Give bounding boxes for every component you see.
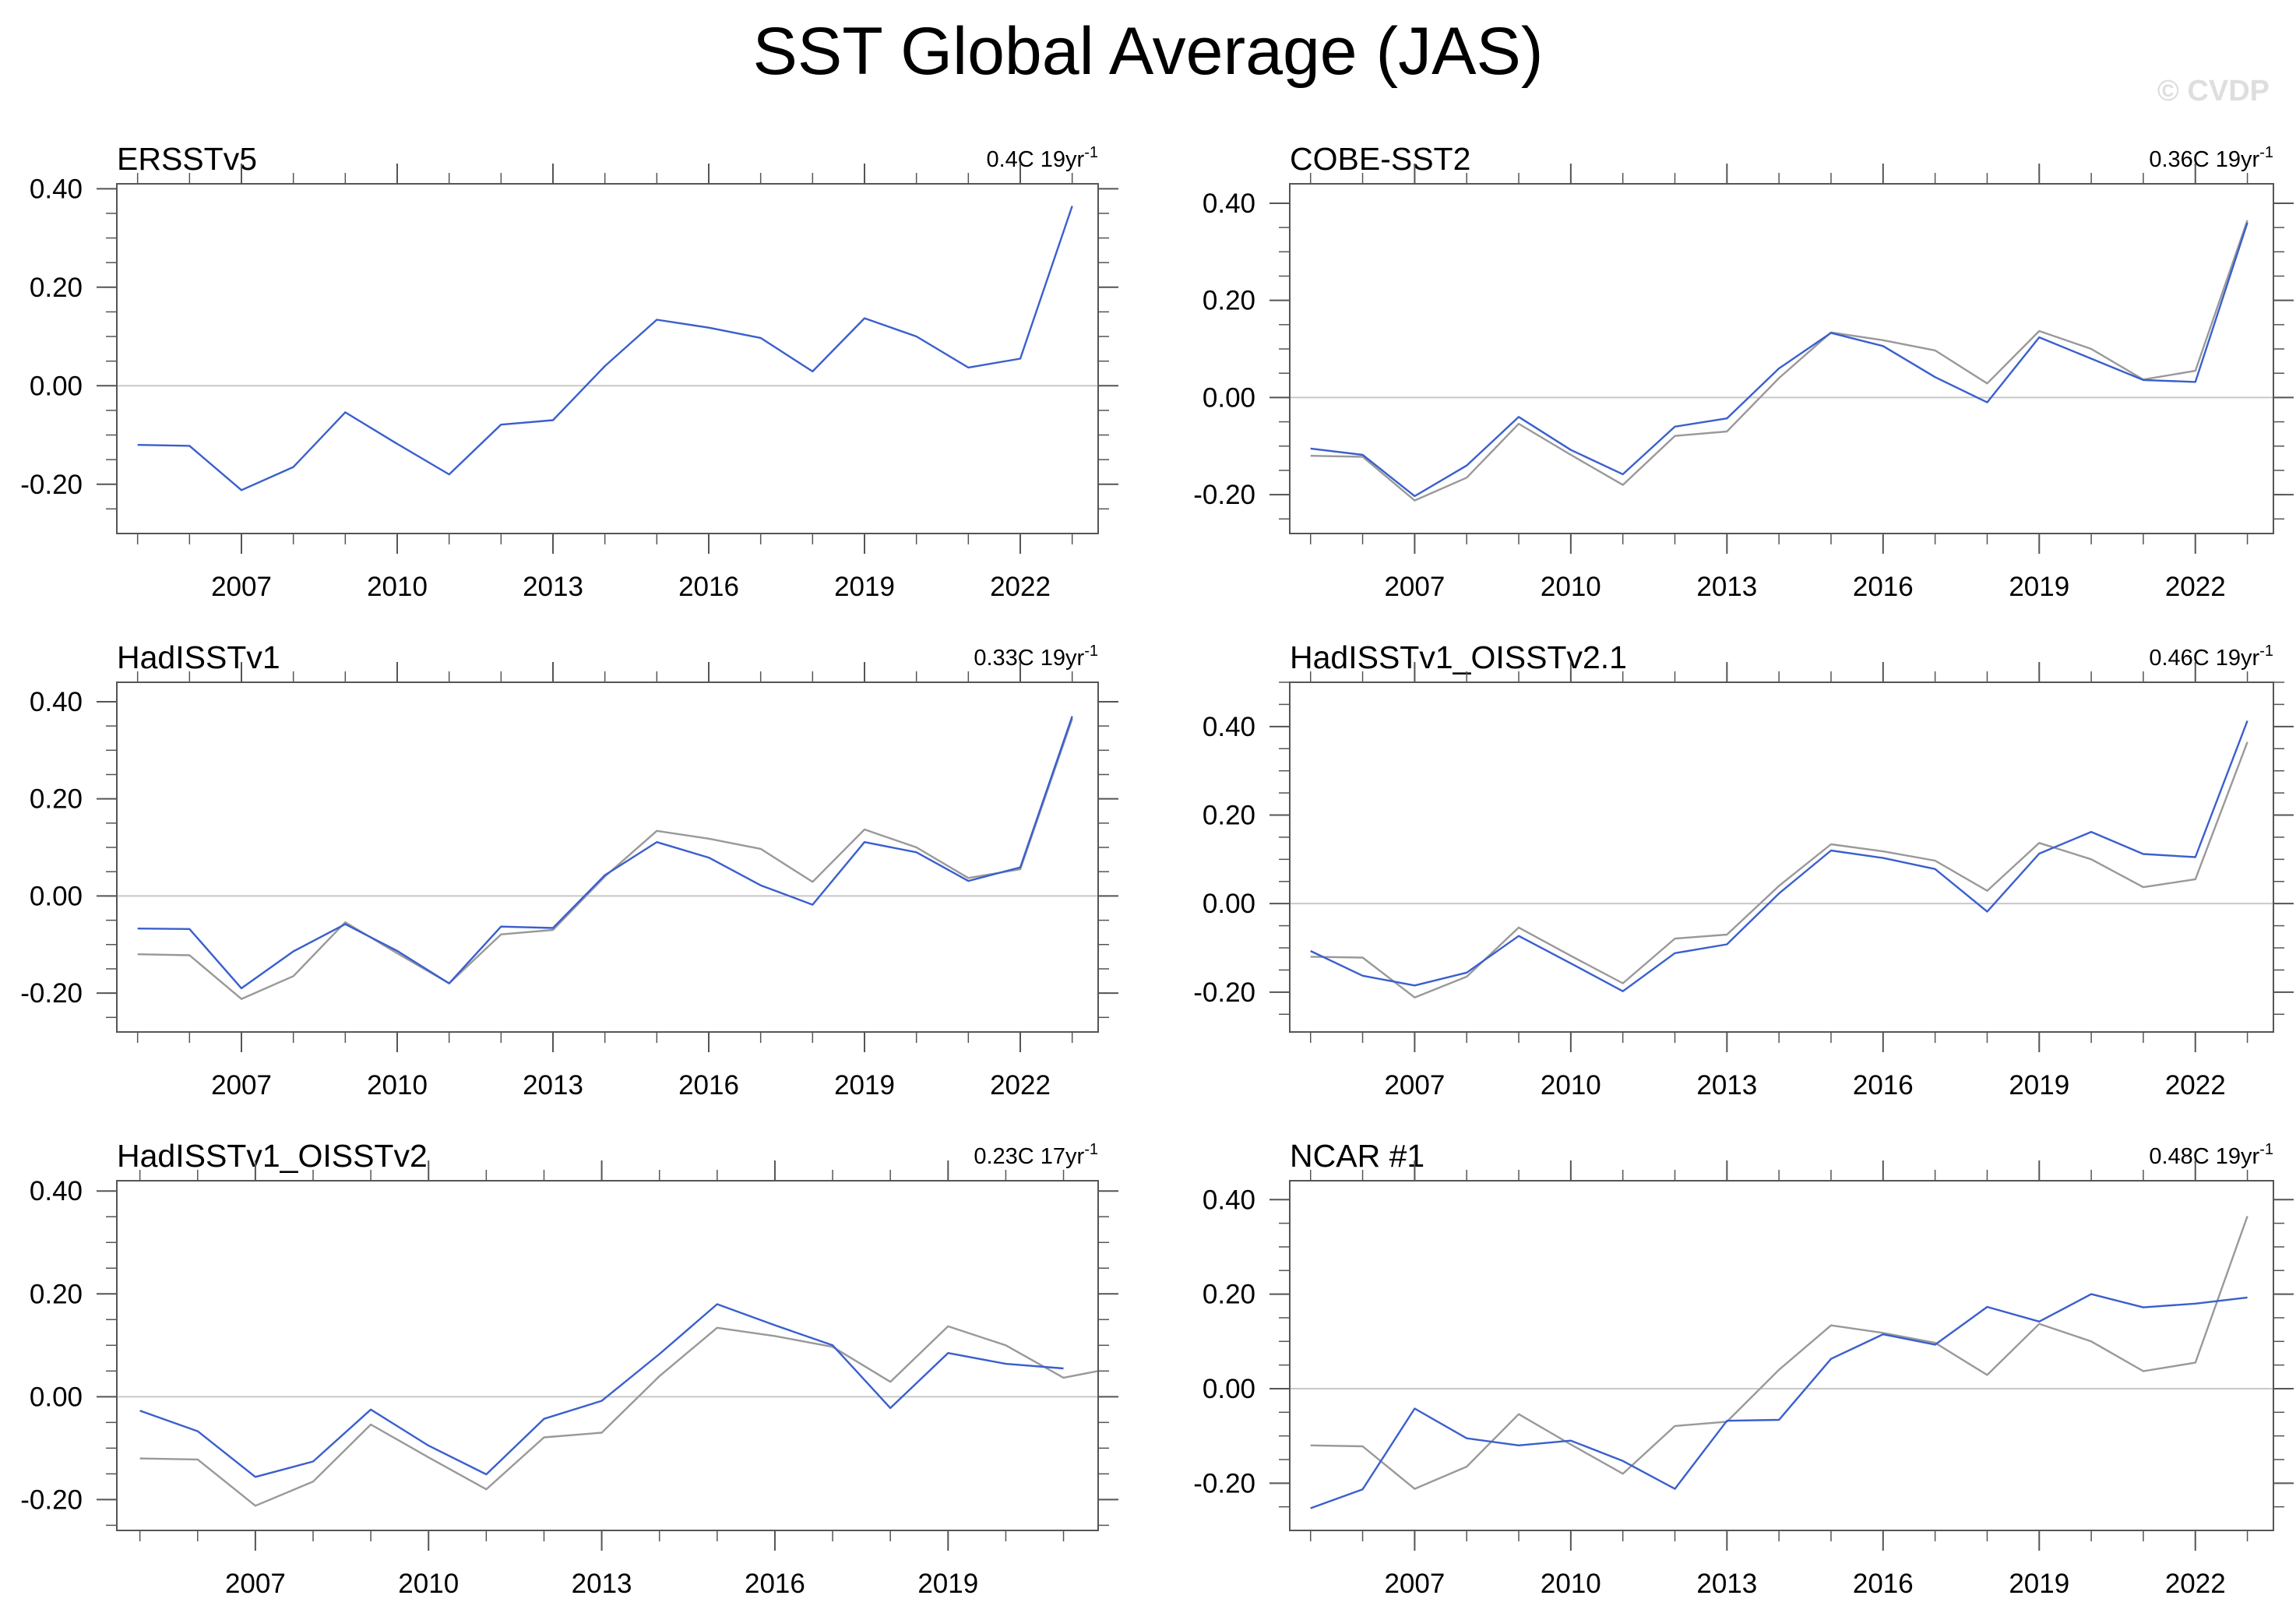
observed-series-line [137, 206, 1073, 491]
observed-series-line [1310, 222, 2248, 498]
x-tick-label: 2007 [1384, 572, 1445, 602]
panel-title: HadISSTv1 [117, 639, 280, 675]
y-tick-label: -0.20 [20, 978, 83, 1009]
panel-ersstv5: ERSSTv5 0.4C 19yr-1 0.40 0.20 0.00 -0.20 2007 2… [0, 125, 1148, 623]
x-tick-label: 2022 [2165, 1070, 2226, 1101]
x-tick-label: 2022 [990, 572, 1051, 602]
panel-cobe-sst2: COBE-SST2 0.36C 19yr-1 0.40 0.20 0.00 -0.20 20… [1148, 125, 2296, 623]
y-tick-label: 0.40 [1203, 1185, 1255, 1215]
x-tick-label: 2013 [1696, 572, 1757, 602]
y-tick-label: 0.00 [1203, 889, 1255, 919]
trend-label: 0.4C 19yr-1 [986, 144, 1098, 172]
x-tick-label: 2019 [2009, 1070, 2069, 1101]
x-tick-label: 2010 [1541, 1070, 1601, 1101]
panel-title: COBE-SST2 [1290, 141, 1470, 177]
y-tick-label: 0.00 [30, 1382, 83, 1412]
y-tick-label: 0.40 [1203, 712, 1255, 742]
trend-label: 0.48C 19yr-1 [2149, 1141, 2273, 1169]
y-tick-label: 0.00 [1203, 1374, 1255, 1404]
panel-hadisstv1-oisstv2-1: HadISSTv1_OISSTv2.1 0.46C 19yr-1 0.40 0.20 0… [1148, 623, 2296, 1122]
y-tick-label: -0.20 [1193, 977, 1255, 1008]
x-tick-label: 2010 [1541, 1569, 1601, 1599]
y-tick-label: 0.20 [1203, 801, 1255, 831]
x-tick-label: 2007 [225, 1569, 286, 1599]
y-tick-label: -0.20 [20, 470, 83, 500]
plot-frame [116, 1180, 1099, 1531]
x-tick-label: 2013 [1696, 1569, 1757, 1599]
observed-series-line [137, 716, 1073, 990]
panel-title: ERSSTv5 [117, 141, 257, 177]
x-tick-label: 2010 [367, 1070, 428, 1101]
x-tick-label: 2019 [834, 1070, 895, 1101]
panel-hadisstv1: HadISSTv1 0.33C 19yr-1 0.40 0.20 0.00 -0.20 20… [0, 623, 1148, 1122]
plot-frame [1289, 1180, 2274, 1531]
x-tick-label: 2016 [1853, 1070, 1914, 1101]
y-tick-label: 0.00 [30, 881, 83, 911]
x-tick-label: 2010 [398, 1569, 459, 1599]
panel-title: HadISSTv1_OISSTv2.1 [1290, 639, 1627, 675]
y-tick-label: -0.20 [1193, 480, 1255, 510]
x-tick-label: 2016 [678, 572, 739, 602]
plot-frame [116, 681, 1099, 1033]
x-tick-label: 2022 [990, 1070, 1051, 1101]
y-tick-label: 0.20 [1203, 286, 1255, 316]
page-title: SST Global Average (JAS) [752, 14, 1544, 89]
x-tick-label: 2016 [678, 1070, 739, 1101]
x-tick-label: 2019 [917, 1569, 978, 1599]
plot-frame [1289, 183, 2274, 534]
reference-series-line [1310, 220, 2248, 502]
x-tick-label: 2019 [2009, 572, 2069, 602]
trend-label: 0.23C 17yr-1 [974, 1141, 1098, 1169]
reference-series-line [1310, 1216, 2248, 1490]
y-tick-label: 0.40 [30, 174, 83, 204]
reference-series-line [137, 718, 1073, 1000]
x-tick-label: 2022 [2165, 1569, 2226, 1599]
reference-series-line [139, 1325, 1099, 1507]
watermark: © CVDP [2157, 75, 2270, 107]
plot-frame [116, 183, 1099, 534]
y-tick-label: 0.20 [30, 784, 83, 815]
y-tick-label: -0.20 [1193, 1468, 1255, 1498]
observed-series-line [139, 1303, 1064, 1478]
x-tick-label: 2013 [523, 1070, 583, 1101]
y-tick-label: 0.40 [1203, 188, 1255, 219]
x-tick-label: 2010 [1541, 572, 1601, 602]
trend-label: 0.46C 19yr-1 [2149, 643, 2273, 671]
y-tick-label: -0.20 [20, 1484, 83, 1515]
x-tick-label: 2019 [2009, 1569, 2069, 1599]
x-tick-label: 2013 [523, 572, 583, 602]
observed-series-line [1310, 720, 2248, 992]
y-tick-label: 0.40 [30, 1176, 83, 1206]
y-tick-label: 0.20 [1203, 1280, 1255, 1310]
x-tick-label: 2016 [745, 1569, 805, 1599]
x-tick-label: 2007 [1384, 1070, 1445, 1101]
x-tick-label: 2010 [367, 572, 428, 602]
x-tick-label: 2013 [1696, 1070, 1757, 1101]
y-tick-label: 0.20 [30, 1279, 83, 1309]
x-tick-label: 2007 [1384, 1569, 1445, 1599]
x-tick-label: 2013 [572, 1569, 632, 1599]
x-tick-label: 2007 [211, 572, 272, 602]
y-tick-label: 0.00 [30, 371, 83, 401]
reference-series-line [1310, 741, 2248, 998]
observed-series-line [1310, 1293, 2248, 1509]
y-tick-label: 0.20 [30, 273, 83, 303]
x-tick-label: 2016 [1853, 1569, 1914, 1599]
x-tick-label: 2019 [834, 572, 895, 602]
x-tick-label: 2016 [1853, 572, 1914, 602]
plot-frame [1289, 681, 2274, 1033]
panel-title: HadISSTv1_OISSTv2 [117, 1138, 428, 1174]
x-tick-label: 2007 [211, 1070, 272, 1101]
panel-hadisstv1-oisstv2: HadISSTv1_OISSTv2 0.23C 17yr-1 0.40 0.20 0.0… [0, 1122, 1148, 1620]
panel-ncar-1: NCAR #1 0.48C 19yr-1 0.40 0.20 0.00 -0.20 2007… [1148, 1122, 2296, 1620]
trend-label: 0.33C 19yr-1 [974, 643, 1098, 671]
y-tick-label: 0.00 [1203, 382, 1255, 413]
x-tick-label: 2022 [2165, 572, 2226, 602]
panel-title: NCAR #1 [1290, 1138, 1424, 1174]
trend-label: 0.36C 19yr-1 [2149, 144, 2273, 172]
y-tick-label: 0.40 [30, 687, 83, 717]
